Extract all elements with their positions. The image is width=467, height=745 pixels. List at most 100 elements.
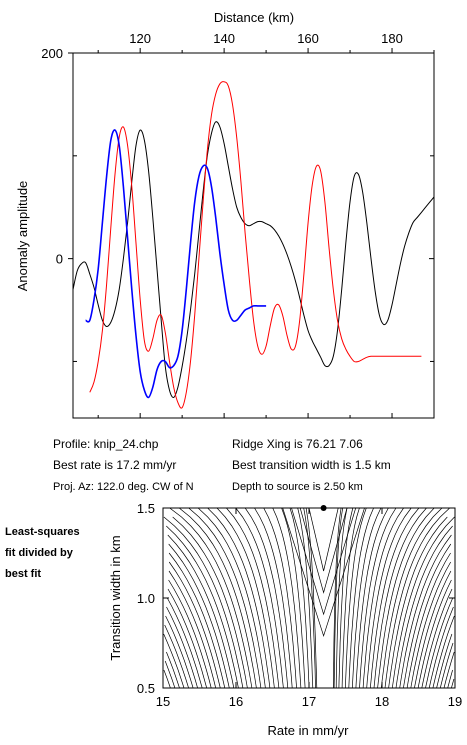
contour-line (272, 507, 302, 689)
top-x-tick-label: 140 (213, 31, 235, 46)
contour-line (436, 633, 453, 689)
contour-line (282, 507, 365, 637)
bottom-x-tick-label: 17 (302, 694, 316, 709)
fit-window-line (85, 129, 267, 399)
contour-line (451, 678, 455, 689)
bottom-x-axis-label: Rate in mm/yr (268, 723, 350, 738)
contour-line (355, 507, 389, 689)
contour-line (165, 615, 194, 689)
contour-line (425, 597, 454, 689)
contour-line (348, 507, 374, 689)
contour-line (167, 534, 235, 689)
contour-line (289, 507, 310, 689)
contour-line (369, 507, 420, 689)
contour-line (333, 507, 342, 688)
contour-label-line-1: Least-squares (5, 526, 80, 538)
contour-line (167, 588, 208, 689)
contour-line (338, 507, 354, 689)
contour-line (163, 516, 244, 689)
contour-line (417, 579, 452, 689)
contour-line (197, 507, 266, 689)
depth-text: Depth to source is 2.50 km (232, 481, 363, 493)
top-x-tick-label: 180 (381, 31, 403, 46)
contour-line (281, 507, 306, 689)
contour-line (166, 606, 198, 689)
observed-profile-line (72, 121, 435, 398)
bottom-x-tick-label: 15 (156, 694, 170, 709)
top-x-ticks: 120 140 160 180 (97, 31, 435, 418)
contour-line (373, 507, 427, 689)
contour-line (388, 516, 448, 689)
contour-line (443, 651, 455, 689)
contour-line (168, 552, 226, 689)
bottom-x-ticks: 15 16 17 18 19 (156, 508, 462, 709)
contour-line (391, 516, 455, 689)
contour-line (406, 552, 451, 689)
contour-label-line-2: fit divided by (5, 547, 74, 559)
contour-line (235, 507, 284, 689)
contour-line (166, 651, 180, 689)
contour-line (263, 507, 297, 689)
proj-az-text: Proj. Az: 122.0 deg. CW of N (53, 481, 194, 493)
contour-line (421, 588, 453, 689)
contour-line (305, 507, 318, 689)
contour-line (410, 561, 452, 689)
contour-lines (163, 507, 455, 689)
contour-line (308, 507, 339, 572)
contour-line (226, 507, 280, 689)
bottom-y-ticks: 0.5 1.0 1.5 (137, 501, 455, 696)
top-y-tick-label: 200 (41, 46, 63, 61)
best-rate-text: Best rate is 17.2 mm/yr (53, 458, 176, 472)
bottom-x-tick-label: 18 (375, 694, 389, 709)
contour-line (403, 543, 452, 689)
bottom-x-tick-label: 19 (448, 694, 462, 709)
contour-line (362, 507, 404, 689)
contour-line (168, 570, 217, 689)
contour-line (172, 516, 248, 689)
bottom-y-tick-label: 0.5 (137, 681, 155, 696)
contour-line (341, 507, 360, 689)
contour-line (166, 525, 239, 689)
contour-line (359, 507, 397, 689)
top-x-tick-label: 120 (129, 31, 151, 46)
top-y-axis-label: Anomaly amplitude (15, 181, 30, 292)
contour-line (178, 507, 257, 689)
contour-line (395, 525, 453, 689)
contour-line (254, 507, 293, 689)
contour-line (207, 507, 271, 689)
bottom-x-tick-label: 16 (229, 694, 243, 709)
contour-line (169, 507, 253, 689)
contour-line (428, 606, 454, 689)
bottom-y-tick-label: 1.0 (137, 591, 155, 606)
contour-line (384, 507, 450, 689)
contour-line (439, 642, 454, 689)
contour-line (377, 507, 435, 689)
profile-text: Profile: knip_24.chp (53, 437, 159, 451)
best-fit-marker (320, 505, 327, 511)
contour-line (164, 624, 189, 689)
bottom-y-tick-label: 1.5 (137, 501, 155, 516)
contour-line (414, 570, 452, 689)
contour-line (380, 507, 443, 689)
ridge-xing-text: Ridge Xing is 76.21 7.06 (232, 437, 363, 451)
contour-line (168, 543, 230, 689)
top-y-ticks: 0 200 (41, 46, 434, 362)
contour-line (432, 615, 455, 689)
contour-line (163, 669, 171, 689)
bottom-y-axis-label: Transition width in km (108, 535, 123, 660)
contour-line (297, 507, 314, 689)
contour-line (216, 507, 275, 689)
contour-line (168, 561, 221, 689)
contour-line (447, 669, 453, 689)
contour-line (303, 507, 316, 689)
contour-line (163, 633, 185, 689)
contour-line (351, 507, 382, 689)
contour-line (299, 507, 348, 594)
contour-line (366, 507, 412, 689)
contour-line (166, 597, 203, 689)
best-width-text: Best transition width is 1.5 km (232, 458, 391, 472)
top-x-tick-label: 160 (297, 31, 319, 46)
contour-label-line-3: best fit (5, 568, 41, 580)
